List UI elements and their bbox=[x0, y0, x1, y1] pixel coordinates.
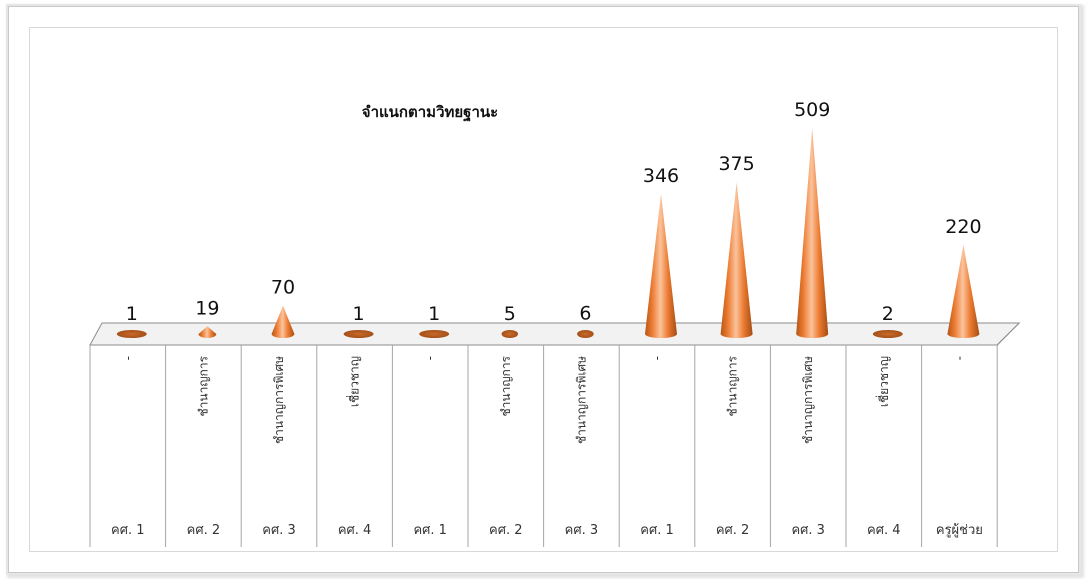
cone-mark bbox=[116, 330, 147, 338]
category-label-bottom: ครูผู้ช่วย bbox=[936, 523, 983, 538]
category-label-top: ชำนาญการ bbox=[726, 355, 740, 416]
cone-mark bbox=[343, 330, 374, 338]
data-labels: 1 19 70 1 1 5 6 346 375 509 2 220 bbox=[126, 99, 982, 325]
data-label: 2 bbox=[882, 303, 894, 325]
data-label: 70 bbox=[271, 277, 295, 299]
cone-mark bbox=[872, 330, 903, 338]
cone-mark bbox=[419, 330, 450, 338]
chart-title: จำแนกตามวิทยฐานะ bbox=[361, 103, 499, 121]
cone-mark bbox=[501, 330, 519, 338]
category-label-bottom: คศ. 1 bbox=[640, 523, 673, 538]
cone-mark bbox=[645, 193, 677, 338]
cone-mark bbox=[577, 330, 594, 338]
data-label: 19 bbox=[195, 297, 219, 319]
data-label: 1 bbox=[126, 303, 138, 325]
category-labels-bottom: คศ. 1 คศ. 2 คศ. 3 คศ. 4 คศ. 1 คศ. 2 คศ. 3 คศ. 1… bbox=[111, 523, 983, 538]
floor-right-edge bbox=[996, 322, 1020, 346]
data-label: 220 bbox=[945, 216, 981, 238]
category-label-bottom: คศ. 1 bbox=[111, 523, 144, 538]
cone-mark bbox=[720, 182, 753, 338]
category-label-top: - bbox=[650, 356, 664, 360]
category-label-top: - bbox=[121, 356, 135, 360]
category-labels-top: - ชำนาญการ ชำนาญการพิเศษ เชี่ยวชาญ - ชำนาญการ… bbox=[121, 355, 967, 444]
category-label-bottom: คศ. 2 bbox=[187, 523, 220, 538]
category-label-top: ชำนาญการ bbox=[499, 355, 513, 416]
category-label-bottom: คศ. 4 bbox=[338, 523, 371, 538]
category-label-top: เชี่ยวชาญ bbox=[875, 356, 891, 407]
category-label-bottom: คศ. 4 bbox=[867, 523, 900, 538]
data-label: 6 bbox=[579, 303, 591, 325]
category-label-bottom: คศ. 3 bbox=[262, 523, 295, 538]
category-label-top: ชำนาญการพิเศษ bbox=[272, 356, 286, 444]
data-label: 5 bbox=[504, 303, 516, 325]
data-label: 346 bbox=[643, 165, 679, 187]
category-label-bottom: คศ. 1 bbox=[413, 523, 446, 538]
cone-mark bbox=[947, 244, 980, 338]
category-table bbox=[89, 322, 1020, 547]
category-label-top: ชำนาญการ bbox=[196, 355, 210, 416]
data-label: 509 bbox=[794, 99, 830, 121]
category-label-top: ชำนาญการพิเศษ bbox=[574, 356, 588, 444]
category-label-top: - bbox=[952, 356, 966, 360]
category-label-bottom: คศ. 3 bbox=[565, 523, 598, 538]
category-label-bottom: คศ. 2 bbox=[716, 523, 749, 538]
data-label: 1 bbox=[428, 303, 440, 325]
category-label-top: ชำนาญการพิเศษ bbox=[801, 356, 815, 444]
data-label: 1 bbox=[353, 303, 365, 325]
category-label-bottom: คศ. 3 bbox=[791, 523, 824, 538]
cone-mark bbox=[198, 326, 217, 338]
chart-marks bbox=[116, 128, 980, 338]
data-label: 375 bbox=[718, 153, 754, 175]
category-label-top: เชี่ยวชาญ bbox=[346, 356, 362, 407]
category-label-bottom: คศ. 2 bbox=[489, 523, 522, 538]
cone-mark bbox=[796, 128, 829, 338]
cone-mark bbox=[271, 305, 295, 338]
category-label-top: - bbox=[423, 356, 437, 360]
